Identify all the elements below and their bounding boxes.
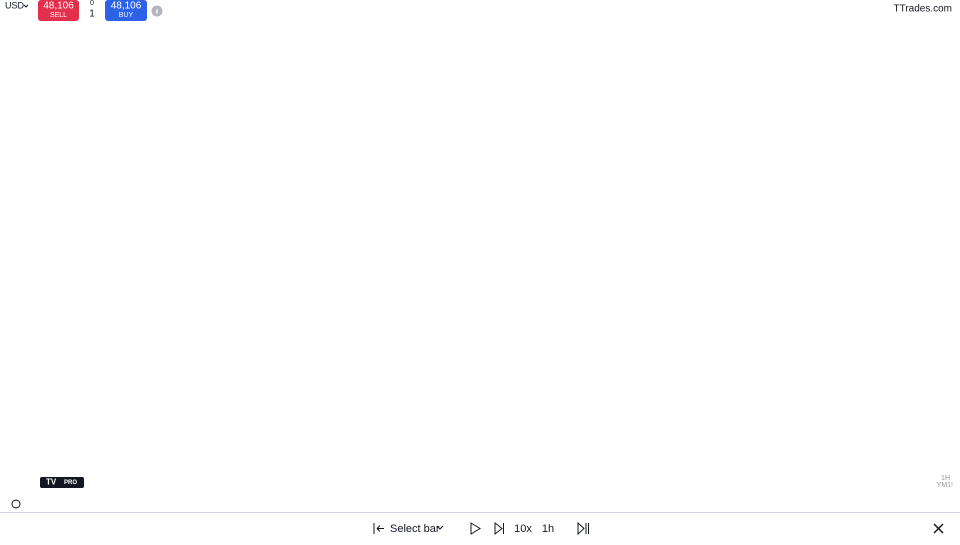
buy-button[interactable] [105, 0, 147, 21]
sell-label: SELL [50, 12, 67, 19]
speed[interactable]: 10x [514, 523, 532, 535]
currency-caret [23, 4, 29, 8]
play-button[interactable] [470, 522, 481, 535]
sell-price: 48,106 [43, 1, 74, 12]
interval-badge: 1H [941, 475, 950, 482]
currency[interactable]: USD [5, 0, 25, 10]
sell-button[interactable] [38, 0, 79, 21]
interval[interactable]: 1h [542, 523, 554, 535]
info-icon-glyph [156, 9, 158, 14]
step-button[interactable] [494, 521, 504, 536]
brand: TTrades.com [893, 4, 952, 15]
logo [40, 477, 84, 488]
buy-label: BUY [119, 12, 134, 19]
settings-icon[interactable] [11, 499, 21, 509]
quantity[interactable]: 1 [89, 9, 95, 20]
jump-button[interactable] [577, 521, 589, 536]
select-bar-caret [436, 525, 444, 530]
spread: 0 [90, 0, 94, 7]
select-bar-icon [373, 523, 384, 534]
symbol-badge: YM1! [937, 482, 953, 489]
logo-text: PRO [64, 480, 77, 486]
close-button[interactable] [933, 523, 944, 534]
select-bar[interactable]: Select bar [390, 523, 440, 535]
logo-mark: TV [46, 478, 57, 487]
buy-price: 48,106 [111, 1, 142, 12]
